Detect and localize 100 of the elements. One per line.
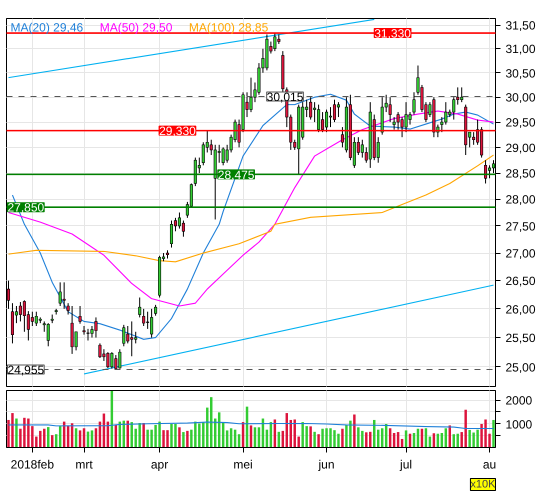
candlestick (170, 220, 174, 248)
candlestick (106, 352, 110, 369)
ref-line-label: 29,330 (159, 124, 196, 138)
bar (43, 428, 46, 448)
candlestick (336, 102, 340, 118)
bar (480, 424, 483, 448)
candlestick (460, 86, 464, 103)
x-tick-label: 2018feb (10, 458, 54, 472)
bar (234, 430, 236, 448)
line-series (8, 422, 494, 430)
ref-line-label: 28,475 (218, 168, 255, 182)
y-tick-label: 29,50 (506, 116, 536, 130)
bar (404, 430, 408, 448)
candlestick (472, 132, 476, 146)
bar (182, 432, 185, 448)
bar (484, 419, 487, 448)
bar (444, 428, 448, 448)
bar (408, 434, 412, 448)
bar (158, 422, 161, 448)
x-tick-label: jun (318, 458, 335, 472)
bar (270, 422, 272, 448)
bar (305, 426, 308, 448)
candlestick (46, 322, 50, 347)
candlestick (309, 96, 312, 120)
candlestick (130, 320, 134, 357)
bar (420, 428, 424, 448)
candlestick (404, 102, 408, 133)
candlestick (317, 104, 320, 133)
text: MA(100) 28,85 (188, 20, 269, 34)
x-tick-label: mrt (75, 458, 94, 472)
candlestick (178, 212, 181, 230)
candlestick (249, 77, 253, 113)
bar (353, 414, 356, 448)
candlestick (78, 306, 82, 324)
bar (82, 428, 86, 448)
bar (246, 406, 248, 448)
bar (218, 412, 220, 448)
candlestick (138, 297, 142, 318)
candlestick (273, 32, 276, 52)
candlestick (182, 220, 185, 238)
candlestick (10, 302, 14, 344)
y-tick-label: 28,50 (506, 166, 536, 181)
bar (472, 432, 475, 448)
bar (380, 428, 384, 448)
candlestick (360, 139, 364, 158)
bar (50, 435, 54, 448)
y-tick-label: 31,00 (506, 42, 536, 56)
bar (154, 424, 157, 448)
candlestick (400, 116, 404, 138)
text: MA(50) 29,50 (100, 20, 173, 34)
y-tick-label: 26,00 (506, 302, 536, 316)
bar (146, 430, 149, 448)
y-tick-label: 1000 (506, 417, 533, 432)
x-tick-label: mei (233, 458, 253, 472)
bar (58, 426, 62, 448)
x-tick-label: apr (150, 458, 168, 472)
bar (432, 433, 436, 448)
candlestick (30, 311, 34, 327)
bar (39, 430, 42, 448)
bar (274, 419, 276, 448)
ref-line-label: 30,015 (266, 90, 304, 104)
y-tick-label: 2000 (506, 394, 533, 408)
candlestick (110, 352, 114, 370)
bar (62, 422, 66, 448)
candlestick (134, 331, 138, 344)
bar (321, 428, 324, 448)
bar (369, 432, 372, 448)
bar (70, 423, 74, 448)
bar (230, 428, 232, 448)
bar (416, 428, 420, 448)
candlestick (412, 92, 416, 116)
bar (345, 424, 348, 448)
bar (78, 430, 82, 448)
y-tick-label: 25,00 (506, 360, 536, 374)
candlestick (396, 112, 400, 130)
candlestick (150, 308, 154, 338)
bar (198, 424, 201, 448)
bar (452, 434, 455, 448)
line-series (8, 154, 494, 262)
candlestick (22, 300, 26, 332)
y-tick-label: 28,00 (506, 192, 536, 207)
bar (130, 422, 133, 448)
bar (47, 427, 50, 448)
ref-line-label: 31,330 (374, 26, 412, 41)
candlestick (122, 324, 126, 347)
bar (114, 424, 118, 448)
bar (210, 397, 212, 448)
bar (74, 428, 78, 448)
bar (242, 422, 244, 448)
bar (337, 434, 340, 448)
ref-line-label: 24,955 (8, 363, 45, 378)
bar (468, 430, 471, 448)
candlestick (66, 302, 70, 316)
bar (309, 426, 312, 448)
candlestick (70, 306, 74, 354)
bar (90, 430, 94, 448)
bar (118, 422, 122, 448)
bar (126, 420, 129, 448)
candlestick (408, 112, 412, 126)
candlestick (62, 282, 66, 310)
